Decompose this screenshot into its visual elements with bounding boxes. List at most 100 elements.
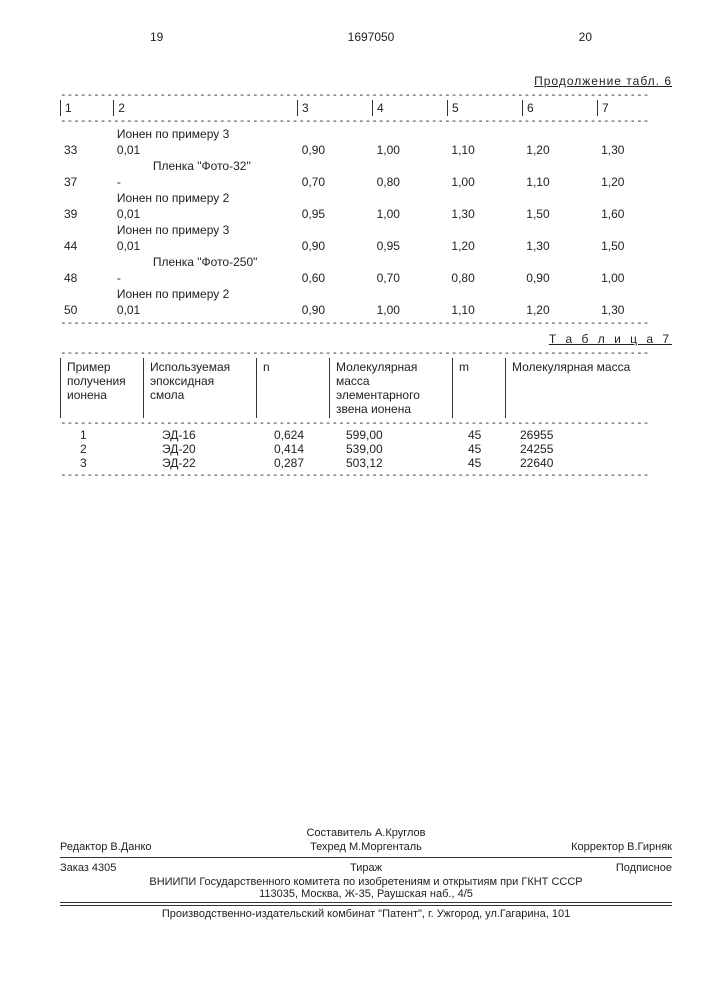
cell: 45 [462, 442, 514, 456]
cell: 599,00 [340, 428, 462, 442]
table6-subnote-row: Пленка "Фото-250" [60, 254, 672, 270]
footer-editor: Редактор В.Данко [60, 841, 264, 853]
cell: 24255 [514, 442, 672, 456]
cell: 26955 [514, 428, 672, 442]
cell: 539,00 [340, 442, 462, 456]
cell: 0,70 [373, 270, 448, 286]
t7-h1: Пример получения ионена [61, 358, 144, 418]
footer-techred: Техред М.Моргенталь [264, 841, 468, 853]
cell: 1,20 [522, 302, 597, 318]
cell: 0,01 [113, 302, 298, 318]
footer-subscr: Подписное [468, 862, 672, 874]
rule: ----------------------------------------… [60, 318, 672, 328]
cell: 503,12 [340, 456, 462, 470]
cell: 1,00 [373, 302, 448, 318]
cell: 0,95 [298, 206, 373, 222]
cell: 0,01 [113, 206, 298, 222]
table6-col-4: 4 [372, 100, 447, 116]
rule: ----------------------------------------… [60, 90, 672, 100]
footer-corrector: Корректор В.Гирняк [468, 841, 672, 853]
rule: ----------------------------------------… [60, 116, 672, 126]
table6-col-5: 5 [447, 100, 522, 116]
cell: 1,20 [597, 174, 672, 190]
cell: - [113, 270, 298, 286]
cell: 0,01 [113, 238, 298, 254]
cell: 50 [60, 302, 113, 318]
cell: 0,80 [447, 270, 522, 286]
table6-note-row: Ионен по примеру 2 [60, 190, 672, 206]
cell: 1,00 [447, 174, 522, 190]
cell: 45 [462, 456, 514, 470]
cell: 0,414 [268, 442, 340, 456]
footer-org1: ВНИИПИ Государственного комитета по изоб… [60, 876, 672, 888]
cell: ЭД-22 [156, 456, 268, 470]
table6-note: Ионен по примеру 3 [113, 222, 672, 238]
table-row: 1ЭД-160,624599,004526955 [60, 428, 672, 442]
rule: ----------------------------------------… [60, 418, 672, 428]
table-row: 390,010,951,001,301,501,60 [60, 206, 672, 222]
cell: 45 [462, 428, 514, 442]
table-row: 48-0,600,700,800,901,00 [60, 270, 672, 286]
cell: 1,10 [522, 174, 597, 190]
cell: 0,287 [268, 456, 340, 470]
footer: Составитель А.Круглов Редактор В.Данко Т… [60, 827, 672, 920]
cell: 39 [60, 206, 113, 222]
table6-note-row: Ионен по примеру 2 [60, 286, 672, 302]
table7: Пример получения ионена Используемая эпо… [60, 358, 672, 418]
t7-h5: m [453, 358, 506, 418]
table6: 1 2 3 4 5 6 7 [60, 100, 672, 116]
table-row: 2ЭД-200,414539,004524255 [60, 442, 672, 456]
cell: 1,00 [373, 142, 448, 158]
table6-col-3: 3 [297, 100, 372, 116]
cell: 0,80 [373, 174, 448, 190]
cell: - [113, 174, 298, 190]
table6-note: Ионен по примеру 2 [113, 190, 672, 206]
table-row: 37-0,700,801,001,101,20 [60, 174, 672, 190]
cell: 44 [60, 238, 113, 254]
table6-col-6: 6 [522, 100, 597, 116]
table6-subnote: Пленка "Фото-250" [113, 254, 672, 270]
rule: ----------------------------------------… [60, 470, 672, 480]
table-row: 330,010,901,001,101,201,30 [60, 142, 672, 158]
table-row: 500,010,901,001,101,201,30 [60, 302, 672, 318]
table-row: 440,010,900,951,201,301,50 [60, 238, 672, 254]
page-number-left: 19 [150, 30, 163, 44]
table6-subnote: Пленка "Фото-32" [113, 158, 672, 174]
cell: 1,30 [522, 238, 597, 254]
table6-note: Ионен по примеру 2 [113, 286, 672, 302]
cell: 0,70 [298, 174, 373, 190]
cell: 1,50 [522, 206, 597, 222]
table6-col-2: 2 [114, 100, 298, 116]
footer-tirage: Тираж [264, 862, 468, 874]
cell: 1,00 [373, 206, 448, 222]
cell: 1,60 [597, 206, 672, 222]
table6-continuation-label: Продолжение табл. 6 [60, 74, 672, 88]
cell: 1,30 [447, 206, 522, 222]
table6-col-7: 7 [597, 100, 672, 116]
table6-subnote-row: Пленка "Фото-32" [60, 158, 672, 174]
page-number-right: 20 [579, 30, 592, 44]
cell: ЭД-16 [156, 428, 268, 442]
table6-note-row: Ионен по примеру 3 [60, 222, 672, 238]
cell: 22640 [514, 456, 672, 470]
t7-h4: Молекулярная масса элементарного звена и… [330, 358, 453, 418]
footer-compiler: Составитель А.Круглов [60, 827, 672, 839]
cell: 3 [60, 456, 156, 470]
cell: 1,30 [597, 142, 672, 158]
cell: 0,95 [373, 238, 448, 254]
cell: 1,10 [447, 302, 522, 318]
table6-col-1: 1 [61, 100, 114, 116]
t7-h6: Молекулярная масса [506, 358, 673, 418]
cell: 1,20 [447, 238, 522, 254]
cell: 48 [60, 270, 113, 286]
cell: 1,10 [447, 142, 522, 158]
cell: 1,00 [597, 270, 672, 286]
table6-note: Ионен по примеру 3 [113, 126, 672, 142]
cell: 0,624 [268, 428, 340, 442]
footer-prod: Производственно-издательский комбинат "П… [60, 908, 672, 920]
page-header: 19 1697050 20 [60, 30, 672, 44]
table7-header-row: Пример получения ионена Используемая эпо… [61, 358, 673, 418]
table6-header-row: 1 2 3 4 5 6 7 [61, 100, 673, 116]
t7-h3: n [257, 358, 330, 418]
cell: 0,60 [298, 270, 373, 286]
